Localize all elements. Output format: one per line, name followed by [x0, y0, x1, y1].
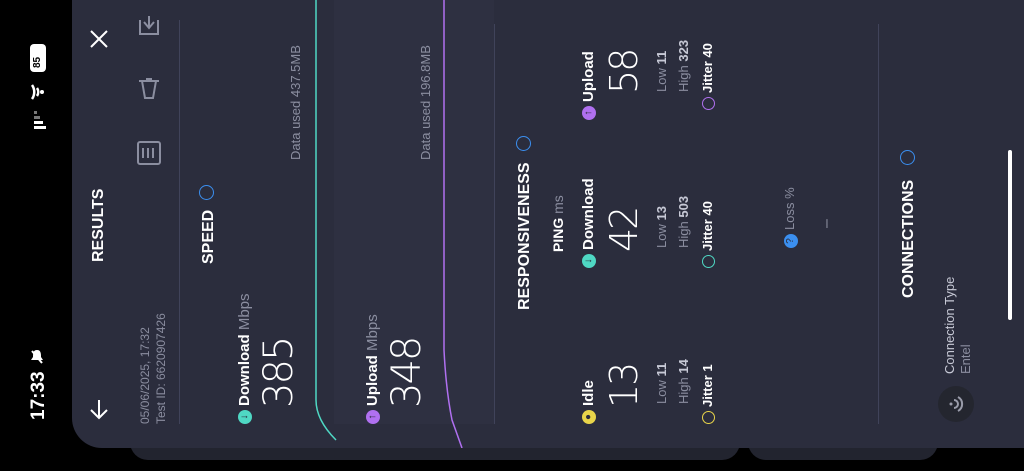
idle-icon: ● [582, 410, 597, 424]
upload-graph [443, 0, 463, 448]
upload-data-used: Data used 196.8MB [418, 45, 433, 160]
signal-icon [34, 110, 48, 137]
idle-jitter: Jitter 1 [700, 364, 716, 424]
list-icon[interactable] [136, 140, 162, 171]
upload-ping-low: Low 11 [654, 50, 669, 92]
download-ping-icon: ↓ [582, 254, 597, 268]
download-ping-value: 42 [602, 207, 646, 252]
close-icon[interactable] [88, 28, 110, 55]
ping-label-row: PING ms [550, 195, 566, 252]
download-ping-high: High 503 [676, 195, 691, 248]
upload-speed-value: 348 [384, 337, 430, 408]
download-graph [315, 0, 337, 441]
download-arrow-icon: ↓ [238, 410, 253, 424]
responsiveness-title: RESPONSIVENESS [516, 162, 533, 310]
wifi-icon [30, 82, 48, 107]
connections-title: CONNECTIONS [900, 179, 917, 298]
info-icon[interactable] [516, 136, 531, 151]
idle-label-row: ●Idle [580, 380, 597, 424]
share-icon[interactable] [136, 14, 162, 45]
battery-icon: 85 [30, 44, 46, 72]
test-date: 05/06/2025, 17:32 [138, 327, 152, 424]
upload-ping-icon: ↑ [582, 106, 597, 120]
idle-ping-value: 13 [602, 363, 646, 408]
download-label-row: ↓Download Mbps [236, 293, 253, 424]
upload-panel [334, 0, 494, 424]
upload-ping-label-row: ↑Upload [580, 51, 597, 120]
delete-icon[interactable] [136, 76, 162, 107]
scrollbar[interactable] [1008, 150, 1012, 320]
connection-type-value: Entel [958, 344, 973, 374]
connection-type-label: Connection Type [942, 276, 957, 374]
download-data-used: Data used 437.5MB [288, 45, 303, 160]
test-id: Test ID: 6620907426 [154, 313, 168, 424]
info-icon[interactable] [199, 185, 214, 200]
upload-label-row: ↑Upload Mbps [364, 314, 381, 424]
results-card: RESULTS 05/06/2025, 17:32 Test ID: 66209… [72, 0, 1024, 448]
loss-info-icon[interactable]: ? [783, 234, 798, 248]
mute-icon [29, 348, 45, 371]
upload-ping-value: 58 [602, 49, 646, 94]
back-arrow-icon[interactable] [88, 398, 110, 425]
idle-low: Low 11 [654, 362, 669, 404]
download-ping-jitter: Jitter 40 [700, 201, 716, 268]
header-divider [179, 20, 180, 424]
info-icon[interactable] [900, 150, 915, 165]
loss-label-row: ?Loss % [782, 187, 798, 248]
upload-ping-jitter: Jitter 40 [700, 43, 716, 110]
download-speed-value: 385 [256, 337, 302, 408]
results-title: RESULTS [90, 188, 107, 262]
status-bar: 17:33 85 [0, 0, 72, 471]
upload-arrow-icon: ↑ [366, 410, 381, 424]
section-divider-2 [878, 24, 879, 424]
download-ping-low: Low 13 [654, 206, 669, 248]
loss-value: – [818, 219, 835, 228]
speed-title: SPEED [200, 209, 217, 264]
idle-high: High 14 [676, 359, 691, 404]
status-time: 17:33 [28, 371, 49, 420]
upload-ping-high: High 323 [676, 39, 691, 92]
wifi-circle-icon [938, 386, 974, 422]
download-ping-label-row: ↓Download [580, 178, 597, 268]
section-divider-1 [494, 24, 495, 424]
